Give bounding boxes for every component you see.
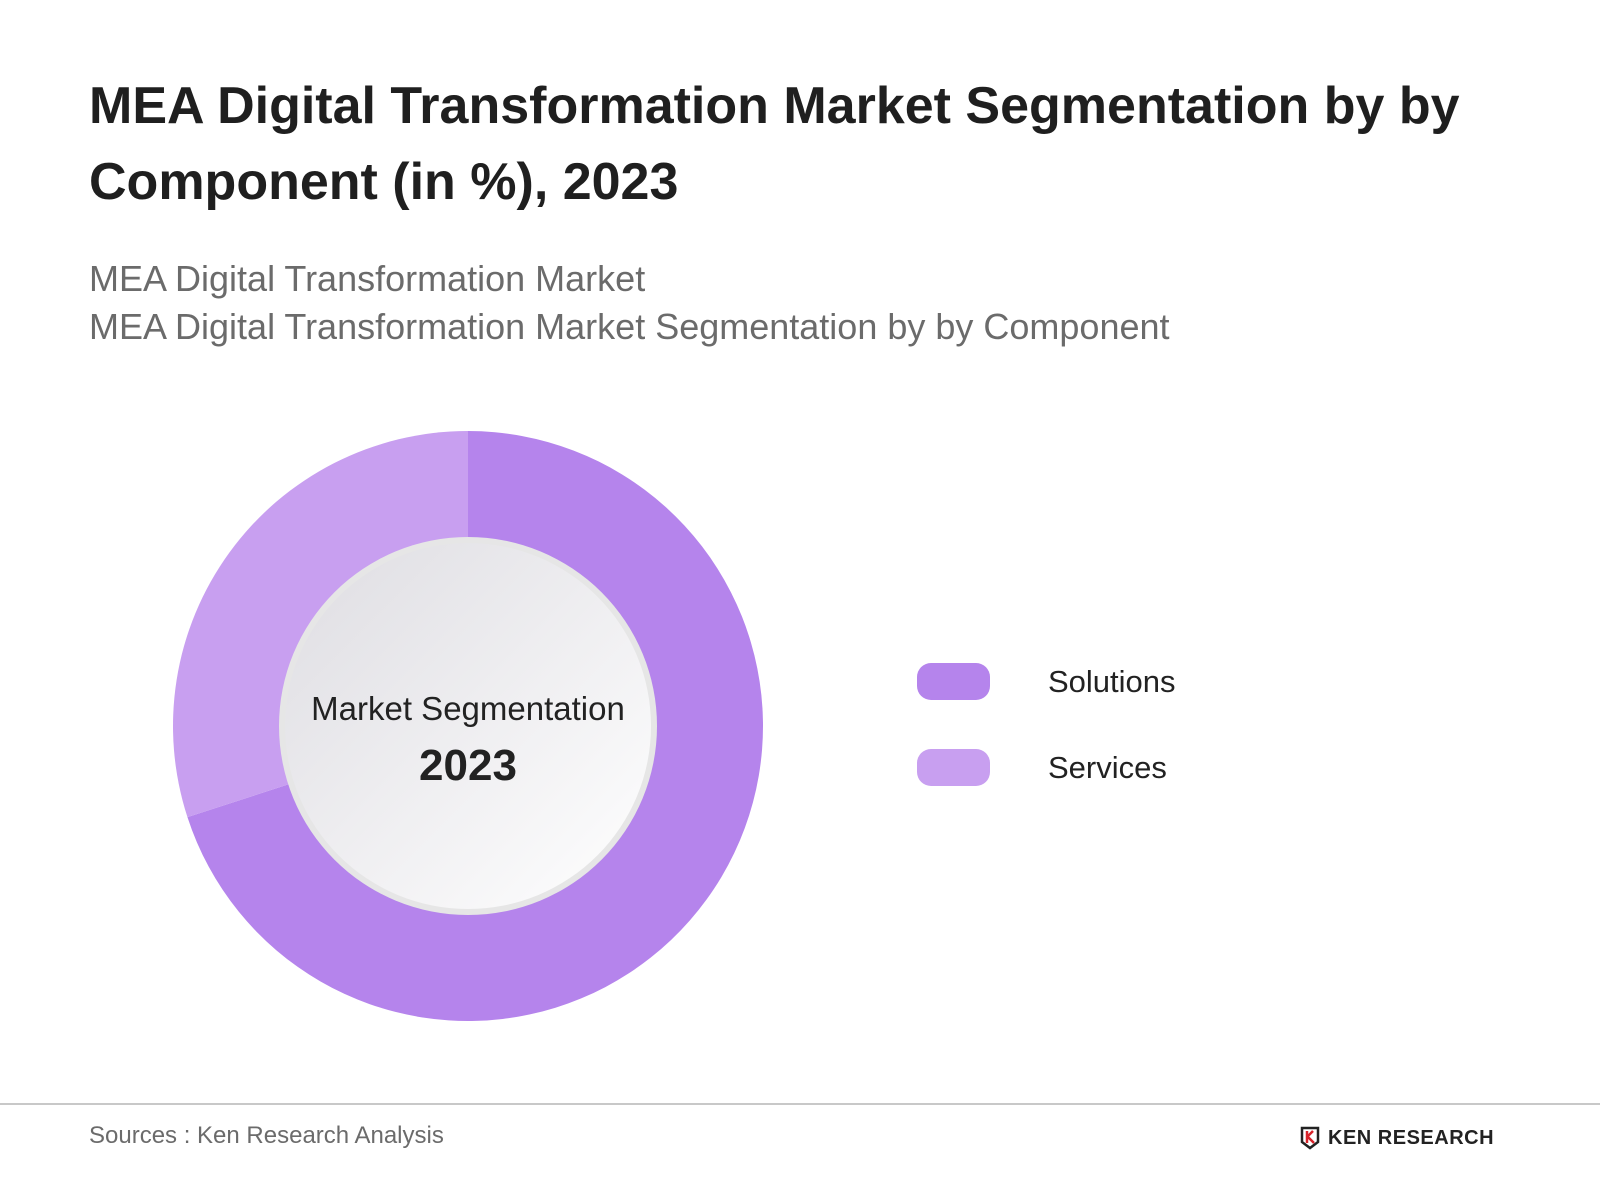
source-note: Sources : Ken Research Analysis (89, 1122, 444, 1149)
footer-divider (0, 1103, 1600, 1105)
chart-title: MEA Digital Transformation Market Segmen… (89, 77, 1460, 211)
legend-label: Services (1048, 749, 1167, 785)
chart-subtitle-2: MEA Digital Transformation Market Segmen… (89, 306, 1170, 347)
ken-logo-icon (1300, 1126, 1320, 1150)
center-label: Market Segmentation (311, 690, 625, 727)
center-year: 2023 (419, 741, 517, 790)
legend-swatch (917, 749, 990, 786)
ken-research-logo: KEN RESEARCH (1300, 1126, 1494, 1150)
legend-label: Solutions (1048, 663, 1176, 699)
legend-swatch (917, 663, 990, 700)
legend-item-solutions: Solutions (917, 663, 1176, 700)
logo-text: KEN RESEARCH (1328, 1126, 1495, 1149)
chart-subtitle-1: MEA Digital Transformation Market (89, 258, 646, 299)
legend-item-services: Services (917, 749, 1167, 786)
center-disc (285, 543, 651, 909)
